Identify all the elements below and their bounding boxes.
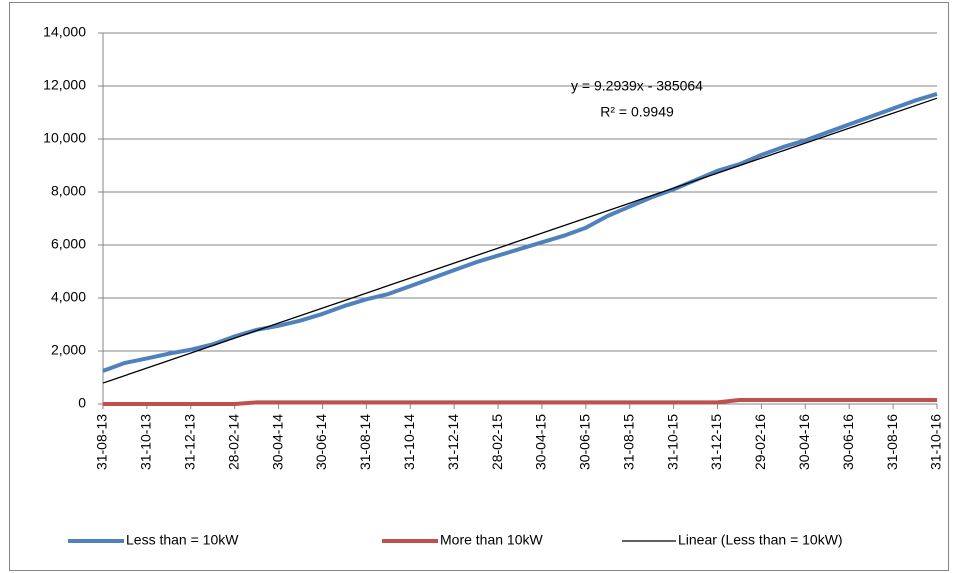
x-tick-label: 31-12-15 [708,414,724,470]
legend-label: Linear (Less than = 10kW) [678,532,843,548]
y-tick-label: 2,000 [51,342,86,358]
x-tick-label: 31-10-16 [928,414,944,470]
y-tick-label: 4,000 [51,289,86,305]
x-tick-label: 28-02-14 [225,414,241,470]
x-tick-label: 31-12-13 [181,414,197,470]
y-tick-label: 14,000 [43,24,86,40]
x-tick-label: 31-10-14 [401,414,417,470]
y-tick-label: 8,000 [51,183,86,199]
trendline [102,97,938,384]
x-tick-label: 30-04-16 [796,414,812,470]
legend-label: Less than = 10kW [126,532,239,548]
x-tick-label: 31-08-15 [620,414,636,470]
x-tick-label: 30-04-14 [269,414,285,470]
x-tick-label: 31-10-13 [138,414,154,470]
x-tick-label: 29-02-16 [752,414,768,470]
x-tick-label: 30-04-15 [533,414,549,470]
trendline-equation: y = 9.2939x - 385064 [571,78,703,94]
x-tick-label: 31-08-13 [94,414,110,470]
trendline-equation: R² = 0.9949 [600,104,674,120]
series-line [102,92,938,373]
y-tick-label: 10,000 [43,130,86,146]
y-tick-label: 12,000 [43,77,86,93]
x-tick-label: 31-08-16 [884,414,900,470]
x-tick-label: 31-10-15 [664,414,680,470]
series-line [103,398,937,406]
legend-label: More than 10kW [440,532,543,548]
x-tick-label: 31-12-14 [445,414,461,470]
y-tick-label: 0 [78,395,86,411]
x-tick-label: 31-08-14 [357,414,373,470]
x-tick-label: 28-02-15 [489,414,505,470]
x-tick-label: 30-06-15 [577,414,593,470]
x-tick-label: 30-06-14 [313,414,329,470]
chart-border [9,2,949,571]
y-tick-label: 6,000 [51,236,86,252]
x-tick-label: 30-06-16 [840,414,856,470]
